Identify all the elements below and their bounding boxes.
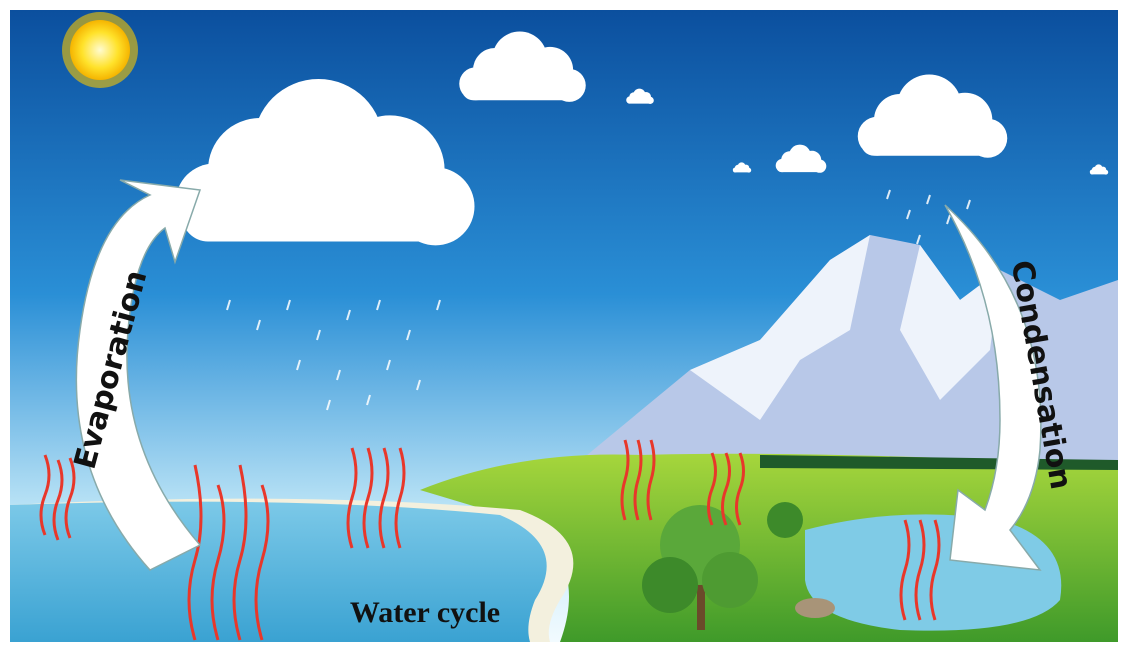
caption: Water cycle [350, 596, 500, 629]
page: {"labels": {"left_arrow": "Evaporation",… [0, 0, 1128, 654]
water-cycle-illustration: Evaporation Condensation Water cycle [0, 0, 1128, 654]
sun [62, 12, 138, 88]
